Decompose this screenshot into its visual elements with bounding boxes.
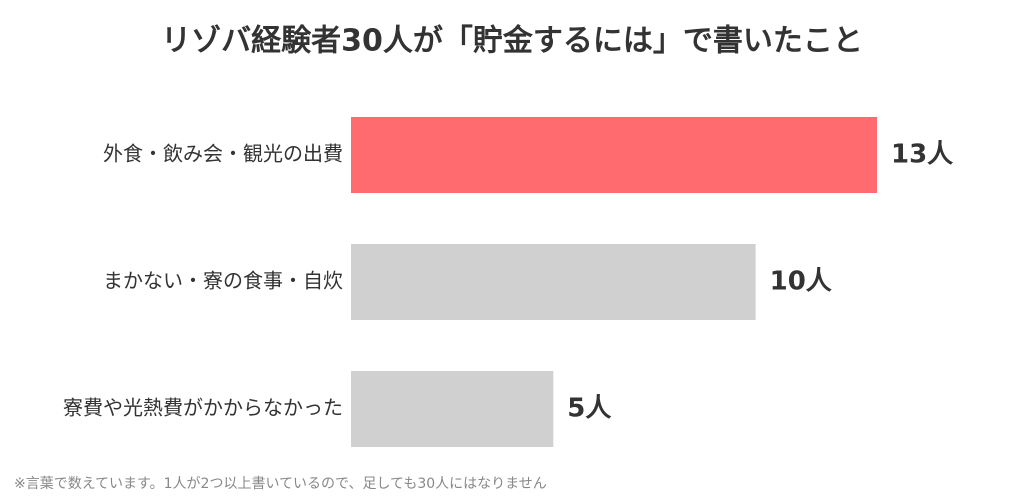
category-label: まかない・寮の食事・自炊 — [103, 269, 343, 293]
bar — [351, 117, 877, 193]
category-label: 寮費や光熱費がかからなかった — [63, 396, 343, 420]
chart-title: リゾバ経験者30人が「貯金するには」で書いたこと — [161, 24, 863, 59]
value-label: 5人 — [567, 394, 611, 424]
footnote: ※言葉で数えています。1人が2つ以上書いているので、足しても30人にはなりません — [14, 476, 547, 492]
bar — [351, 371, 554, 447]
value-label: 10人 — [770, 267, 832, 297]
bar — [351, 244, 756, 320]
category-label: 外食・飲み会・観光の出費 — [103, 142, 343, 166]
value-label: 13人 — [891, 140, 953, 170]
